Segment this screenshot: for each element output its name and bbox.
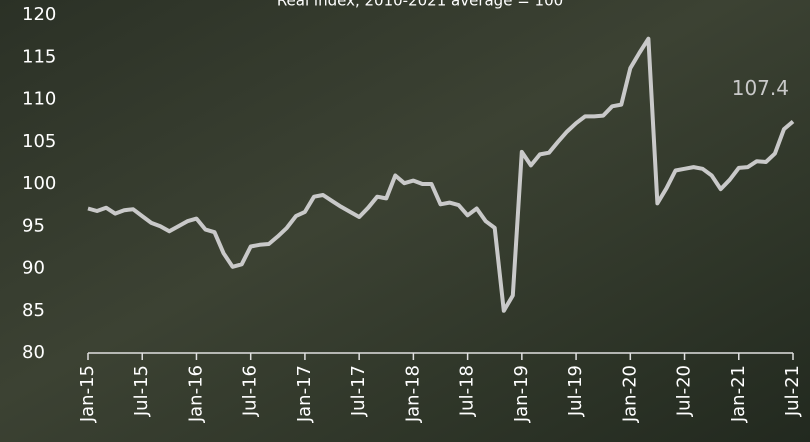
x-tick-label: Jul-21: [782, 365, 803, 417]
y-tick-label: 105: [22, 131, 56, 152]
x-tick-label: Jan-17: [294, 365, 315, 423]
x-tick-label: Jan-15: [77, 365, 98, 423]
x-tick-label: Jan-20: [619, 365, 640, 423]
y-tick-label: 120: [22, 4, 56, 25]
y-tick-label: 90: [22, 258, 45, 279]
page: {"chart_data": {"type": "line", "subtitl…: [0, 0, 810, 442]
x-tick-label: Jan-16: [185, 365, 206, 423]
y-tick-label: 100: [22, 173, 56, 194]
chart: Real index, 2010-2021 average = 100 80 85…: [0, 0, 810, 442]
x-tick-label: Jan-21: [728, 365, 749, 423]
x-tick-label: Jan-18: [402, 365, 423, 423]
y-tick-label: 110: [22, 89, 56, 110]
y-tick-label: 115: [22, 46, 56, 67]
y-tick-label: 85: [22, 300, 45, 321]
x-tick-label: Jan-19: [511, 365, 532, 423]
x-tick-label: Jul-16: [240, 365, 261, 417]
x-tick-label: Jul-19: [565, 365, 586, 417]
x-tick-label: Jul-17: [348, 365, 369, 417]
chart-subtitle: Real index, 2010-2021 average = 100: [277, 0, 563, 10]
x-tick-label: Jul-20: [674, 365, 695, 417]
x-tick-label: Jul-15: [131, 365, 152, 417]
y-tick-label: 80: [22, 342, 45, 363]
end-label: 107.4: [732, 76, 789, 100]
y-tick-label: 95: [22, 215, 45, 236]
x-tick-label: Jul-18: [457, 365, 478, 417]
